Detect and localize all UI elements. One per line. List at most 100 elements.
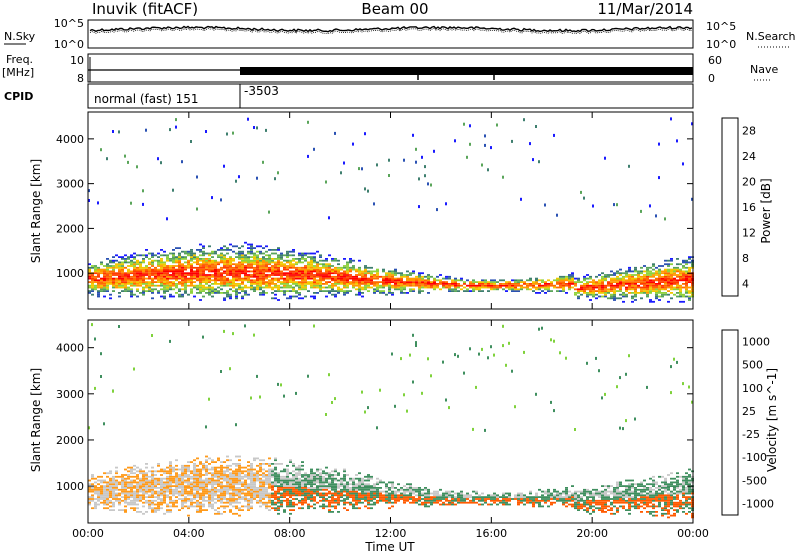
heatmap-cell [670,287,673,289]
heatmap-cell [289,500,292,502]
heatmap-cell [130,476,133,478]
heatmap-cell [310,287,313,289]
heatmap-cell [220,249,223,251]
heatmap-cell [142,470,145,472]
heatmap-cell [307,276,310,278]
heatmap-cell [265,263,268,265]
heatmap-cell [307,253,310,255]
heatmap-cell [160,278,163,280]
noise-sky-line [90,27,692,32]
heatmap-cell [274,285,277,287]
heatmap-cell [232,500,235,502]
heatmap-cell [490,281,493,283]
heatmap-cell [589,288,592,290]
heatmap-cell [637,287,640,289]
heatmap-cell [277,507,280,509]
heatmap-cell [157,274,160,276]
heatmap-cell [565,292,568,294]
heatmap-cell [346,263,349,265]
heatmap-cell [226,500,229,502]
heatmap-cell [586,292,589,294]
heatmap-cell [148,274,151,276]
heatmap-cell [682,271,685,273]
heatmap-cell [508,288,511,290]
heatmap-cell [295,267,298,269]
heatmap-cell [346,483,349,485]
heatmap-cell [502,283,505,285]
heatmap-cell [316,251,319,253]
heatmap-cell [517,498,520,500]
heatmap-cell [385,272,388,274]
heatmap-cell [124,469,127,471]
heatmap-cell [316,276,319,278]
heatmap-cell [259,283,262,285]
heatmap-cell [295,262,298,264]
heatmap-cell [607,288,610,290]
heatmap-cell [235,480,238,482]
heatmap-cell [370,283,373,285]
heatmap-cell [523,118,525,121]
heatmap-cell [613,294,616,296]
heatmap-cell [334,487,337,489]
heatmap-cell [346,271,349,273]
heatmap-cell [157,292,160,294]
heatmap-cell [277,272,280,274]
heatmap-cell [415,494,418,496]
heatmap-cell [361,478,364,480]
heatmap-cell [310,263,313,265]
heatmap-cell [259,469,262,471]
heatmap-cell [193,253,196,255]
heatmap-cell [298,267,301,269]
heatmap-cell [280,276,283,278]
heatmap-cell [610,283,613,285]
heatmap-cell [364,281,367,283]
heatmap-cell [328,487,331,489]
heatmap-cell [181,483,184,485]
heatmap-cell [148,500,151,502]
heatmap-cell [277,288,280,290]
heatmap-cell [112,502,115,504]
heatmap-cell [181,288,184,290]
heatmap-cell [217,491,220,493]
heatmap-cell [220,262,223,264]
heatmap-cell [358,271,361,273]
heatmap-cell [337,269,340,271]
heatmap-cell [460,500,463,502]
heatmap-cell [253,478,256,480]
heatmap-cell [202,336,204,339]
heatmap-cell [100,269,103,271]
heatmap-cell [163,283,166,285]
heatmap-cell [298,297,301,299]
heatmap-cell [190,493,193,495]
heatmap-cell [577,290,580,292]
heatmap-cell [370,491,373,493]
heatmap-cell [532,158,534,161]
heatmap-cell [361,292,364,294]
heatmap-cell [202,474,205,476]
heatmap-cell [367,190,369,193]
heatmap-cell [229,472,232,474]
heatmap-cell [175,258,178,260]
heatmap-cell [130,278,133,280]
heatmap-cell [316,469,319,471]
heatmap-cell [100,480,103,482]
date-title: 11/Mar/2014 [597,0,693,18]
heatmap-cell [313,482,316,484]
heatmap-cell [91,487,94,489]
heatmap-cell [547,290,550,292]
heatmap-cell [250,500,253,502]
heatmap-cell [184,467,187,469]
heatmap-cell [217,274,220,276]
heatmap-cell [598,283,601,285]
heatmap-cell [346,498,349,500]
heatmap-cell [274,267,277,269]
heatmap-cell [124,485,127,487]
heatmap-cell [346,489,349,491]
heatmap-cell [331,500,334,502]
heatmap-cell [190,470,193,472]
heatmap-cell [196,267,199,269]
heatmap-cell [334,498,337,500]
heatmap-cell [397,483,400,485]
heatmap-cell [373,278,376,280]
heatmap-cell [97,287,100,289]
